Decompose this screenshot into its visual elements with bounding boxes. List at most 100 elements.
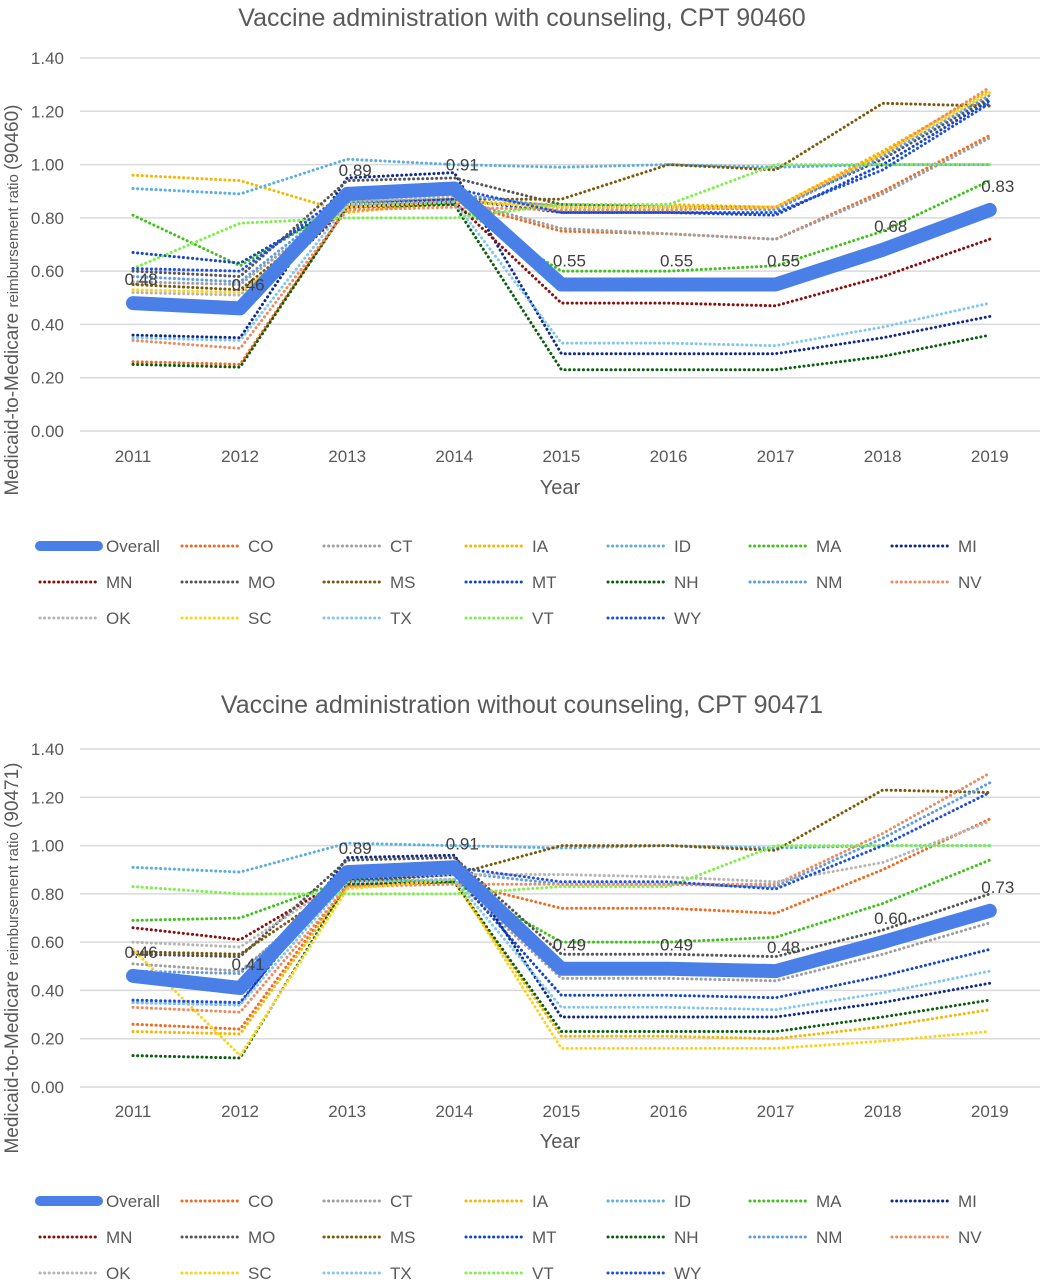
series-line-tx [131,877,992,1012]
y-tick-label: 0.40 [31,981,64,1000]
legend-item-mt: MT [464,573,557,592]
legend-item-nv: NV [890,1228,982,1247]
legend-label: OK [106,609,131,628]
x-tick-label: 2015 [542,1102,580,1121]
legend-item-ma: MA [748,537,842,556]
legend-label: WY [674,1264,701,1280]
legend-label: MT [532,573,557,592]
legend-item-wy: WY [606,609,701,628]
y-tick-label: 0.20 [31,1030,64,1049]
data-label: 0.55 [553,251,586,270]
series-line-ms [131,788,992,956]
y-tick-label: 0.80 [31,885,64,904]
x-tick-label: 2012 [221,447,259,466]
y-axis-label: Medicaid-to-Medicare reimbursement ratio… [2,762,23,1153]
legend-label: IA [532,537,549,556]
series-line-nv [131,85,992,350]
y-tick-label: 0.60 [31,262,64,281]
series-line-mi [131,171,992,356]
x-tick-label: 2013 [328,1102,366,1121]
x-tick-label: 2014 [435,1102,473,1121]
legend-item-mn: MN [38,573,132,592]
data-label: 0.89 [339,839,372,858]
legend-item-ms: MS [322,573,416,592]
series-line-ma [131,858,992,944]
legend-item-nh: NH [606,1228,699,1247]
legend-item-mo: MO [180,573,275,592]
y-tick-label: 1.00 [31,837,64,856]
data-label: 0.48 [767,938,800,957]
legend-item-tx: TX [322,609,412,628]
legend-item-vt: VT [464,1264,554,1283]
x-tick-label: 2015 [542,447,580,466]
legend-label: Overall [106,537,160,556]
legend-label: CO [248,1192,274,1211]
y-axis-label-suffix: (90460) [2,104,23,170]
data-label: 0.89 [339,161,372,180]
y-tick-label: 1.20 [31,788,64,807]
legend-item-nh: NH [606,573,699,592]
series-line-ia [131,880,992,1041]
x-tick-label: 2017 [757,1102,795,1121]
legend-label: TX [390,609,412,628]
series-line-ct [131,877,992,983]
legend-item-ct: CT [322,1192,413,1211]
y-tick-label: 0.80 [31,209,64,228]
legend-item-ct: CT [322,537,413,556]
legend-label: NV [958,1228,982,1247]
legend-item-ok: OK [38,609,131,628]
y-tick-label: 1.40 [31,49,64,68]
x-tick-label: 2016 [650,447,688,466]
series-line-nv [131,771,992,1014]
legend-item-vt: VT [464,609,554,628]
series-line-co [131,133,992,366]
series-line-co [131,817,992,1031]
legend-label: NM [816,1228,842,1247]
legend-item-sc: SC [180,1264,272,1283]
legend-item-ia: IA [464,1192,549,1211]
legend-item-ia: IA [464,537,549,556]
x-tick-label: 2012 [221,1102,259,1121]
legend-label: ID [674,537,691,556]
legend-label: MT [532,1228,557,1247]
x-tick-label: 2017 [757,447,795,466]
legend-item-ok: OK [38,1264,131,1283]
legend-label: MO [248,573,275,592]
y-tick-label: 0.60 [31,933,64,952]
x-tick-label: 2016 [650,1102,688,1121]
data-label: 0.46 [232,275,265,294]
legend-label: NH [674,573,699,592]
data-label: 0.55 [767,251,800,270]
legend-item-sc: SC [180,609,272,628]
legend-label: VT [532,1264,554,1280]
series-line-vt [131,844,992,896]
y-axis-label-suffix: (90471) [2,762,23,828]
legend-label: NM [816,573,842,592]
x-tick-label: 2019 [971,1102,1009,1121]
legend-item-mn: MN [38,1228,132,1247]
legend-item-nm: NM [748,573,842,592]
series-line-tx [131,200,992,348]
legend-label: MS [390,573,416,592]
x-tick-label: 2013 [328,447,366,466]
legend-label: OK [106,1264,131,1280]
series-line-mt [131,99,992,265]
data-label: 0.46 [124,943,157,962]
y-tick-label: 0.40 [31,315,64,334]
series-line-ia [131,88,992,214]
series-line-nh [131,203,992,372]
legend-item-mt: MT [464,1228,557,1247]
legend-item-mi: MI [890,1192,977,1211]
x-tick-label: 2014 [435,447,473,466]
y-tick-label: 0.20 [31,369,64,388]
series-line-overall [126,860,997,995]
legend-label: MS [390,1228,416,1247]
data-label: 0.48 [124,270,157,289]
legend-item-ms: MS [322,1228,416,1247]
legend-label: MI [958,537,977,556]
y-tick-label: 1.40 [31,740,64,759]
legend-label: MI [958,1192,977,1211]
legend-item-mi: MI [890,537,977,556]
